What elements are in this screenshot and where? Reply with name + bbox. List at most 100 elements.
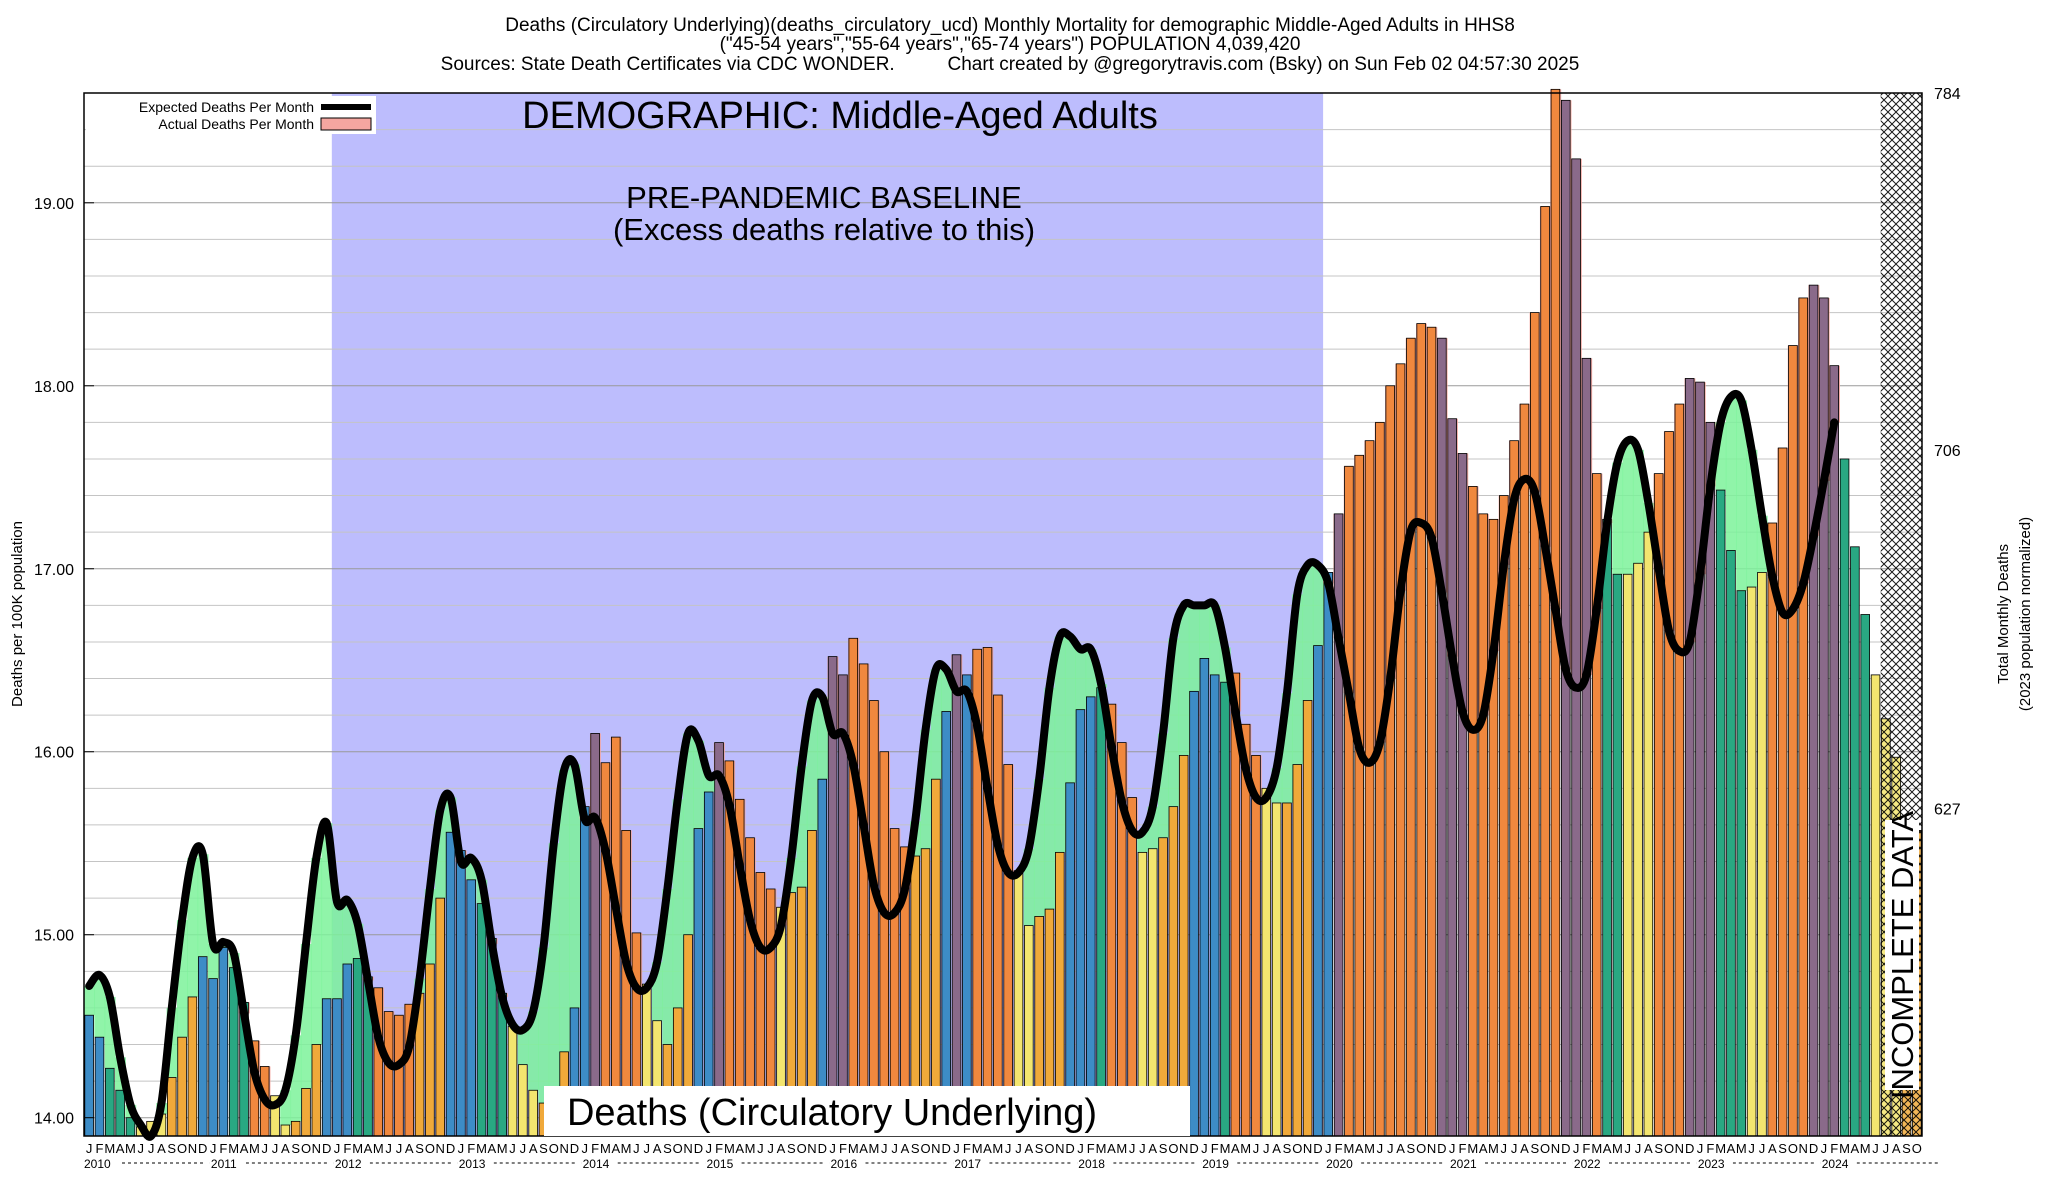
month-label: S (1035, 1141, 1044, 1156)
month-label: M (1715, 1141, 1726, 1156)
band-segment (1064, 636, 1076, 783)
month-label: S (291, 1141, 300, 1156)
band-segment (1632, 449, 1644, 564)
month-label: A (1396, 1141, 1405, 1156)
month-label: F (591, 1141, 599, 1156)
month-label: A (1851, 1141, 1860, 1156)
bar (590, 733, 600, 1137)
month-label: A (529, 1141, 538, 1156)
bar (1798, 297, 1809, 1137)
month-label: A (983, 1141, 992, 1156)
band-segment (331, 901, 343, 999)
month-label: J (705, 1141, 712, 1156)
month-label: A (1520, 1141, 1529, 1156)
month-label: M (1488, 1141, 1499, 1156)
month-label: M (1116, 1141, 1127, 1156)
bar (1777, 447, 1788, 1137)
month-label: D (198, 1141, 207, 1156)
y-axis-label: Deaths per 100K population (9, 521, 26, 707)
month-label: F (343, 1141, 351, 1156)
year-label-bg (581, 1156, 618, 1170)
bar (425, 963, 435, 1137)
band-segment (1178, 605, 1190, 756)
bar (1530, 312, 1540, 1137)
month-label: J (210, 1141, 217, 1156)
month-label: J (148, 1141, 155, 1156)
month-label: A (1479, 1141, 1488, 1156)
month-label: J (582, 1141, 589, 1156)
month-label: O (1416, 1141, 1426, 1156)
month-label: N (1179, 1141, 1188, 1156)
band-segment (1157, 733, 1169, 838)
year-label: 2022 (1574, 1157, 1601, 1171)
band-segment (321, 823, 333, 999)
bar (1313, 645, 1323, 1137)
bar (1819, 297, 1829, 1137)
month-label: M (1612, 1141, 1623, 1156)
year-label: 2017 (954, 1157, 981, 1171)
band-segment (424, 888, 436, 964)
month-label: N (1799, 1141, 1808, 1156)
month-label: N (683, 1141, 692, 1156)
month-label: A (1603, 1141, 1612, 1156)
bar (1075, 709, 1086, 1137)
bar (466, 879, 476, 1137)
year-label-bg (829, 1156, 866, 1170)
month-label: A (1148, 1141, 1157, 1156)
month-label: O (177, 1141, 187, 1156)
band-segment (1725, 396, 1737, 551)
year-label: 2023 (1698, 1157, 1725, 1171)
bar (105, 1067, 115, 1137)
month-label: O (1292, 1141, 1302, 1156)
month-label: J (1883, 1141, 1890, 1156)
bar (1808, 284, 1819, 1137)
y2-axis-label-line2: (2023 population normalized) (2017, 517, 2034, 711)
band-segment (569, 764, 581, 1008)
month-label: A (1644, 1141, 1653, 1156)
band-segment (941, 669, 952, 712)
month-label: J (891, 1141, 898, 1156)
month-label: S (1283, 1141, 1292, 1156)
band-segment (1281, 693, 1293, 803)
bar (817, 778, 828, 1137)
bar (94, 1036, 105, 1137)
band-segment (94, 974, 106, 1038)
month-label: M (228, 1141, 239, 1156)
bar (1375, 421, 1385, 1137)
bar (528, 1089, 538, 1137)
band-segment (662, 888, 674, 1045)
band-segment (1023, 848, 1035, 926)
bar (1602, 518, 1612, 1137)
month-label: M (249, 1141, 260, 1156)
month-label: J (1077, 1141, 1084, 1156)
month-label: J (509, 1141, 516, 1156)
band-segment (176, 920, 188, 1038)
month-label: M (1343, 1141, 1354, 1156)
month-label: J (1263, 1141, 1270, 1156)
month-label: J (1201, 1141, 1208, 1156)
bar (1457, 453, 1468, 1137)
band-segment (817, 696, 829, 780)
month-label: F (1582, 1141, 1590, 1156)
month-label: F (219, 1141, 227, 1156)
month-label: N (1427, 1141, 1436, 1156)
month-label: S (787, 1141, 796, 1156)
month-label: A (240, 1141, 249, 1156)
bar (1788, 345, 1798, 1137)
bar (1746, 586, 1757, 1137)
month-label: M (497, 1141, 508, 1156)
bar (1395, 363, 1406, 1137)
bar (703, 791, 714, 1137)
month-label: J (881, 1141, 888, 1156)
bar (445, 831, 456, 1137)
bar (167, 1077, 177, 1137)
band-segment (672, 799, 684, 1008)
cause-label-box (544, 1086, 1190, 1136)
month-label: D (570, 1141, 579, 1156)
bar (869, 700, 879, 1137)
y2-tick-label: 627 (1934, 801, 1961, 818)
band-segment (435, 810, 447, 899)
month-label: M (848, 1141, 859, 1156)
month-label: J (1821, 1141, 1828, 1156)
